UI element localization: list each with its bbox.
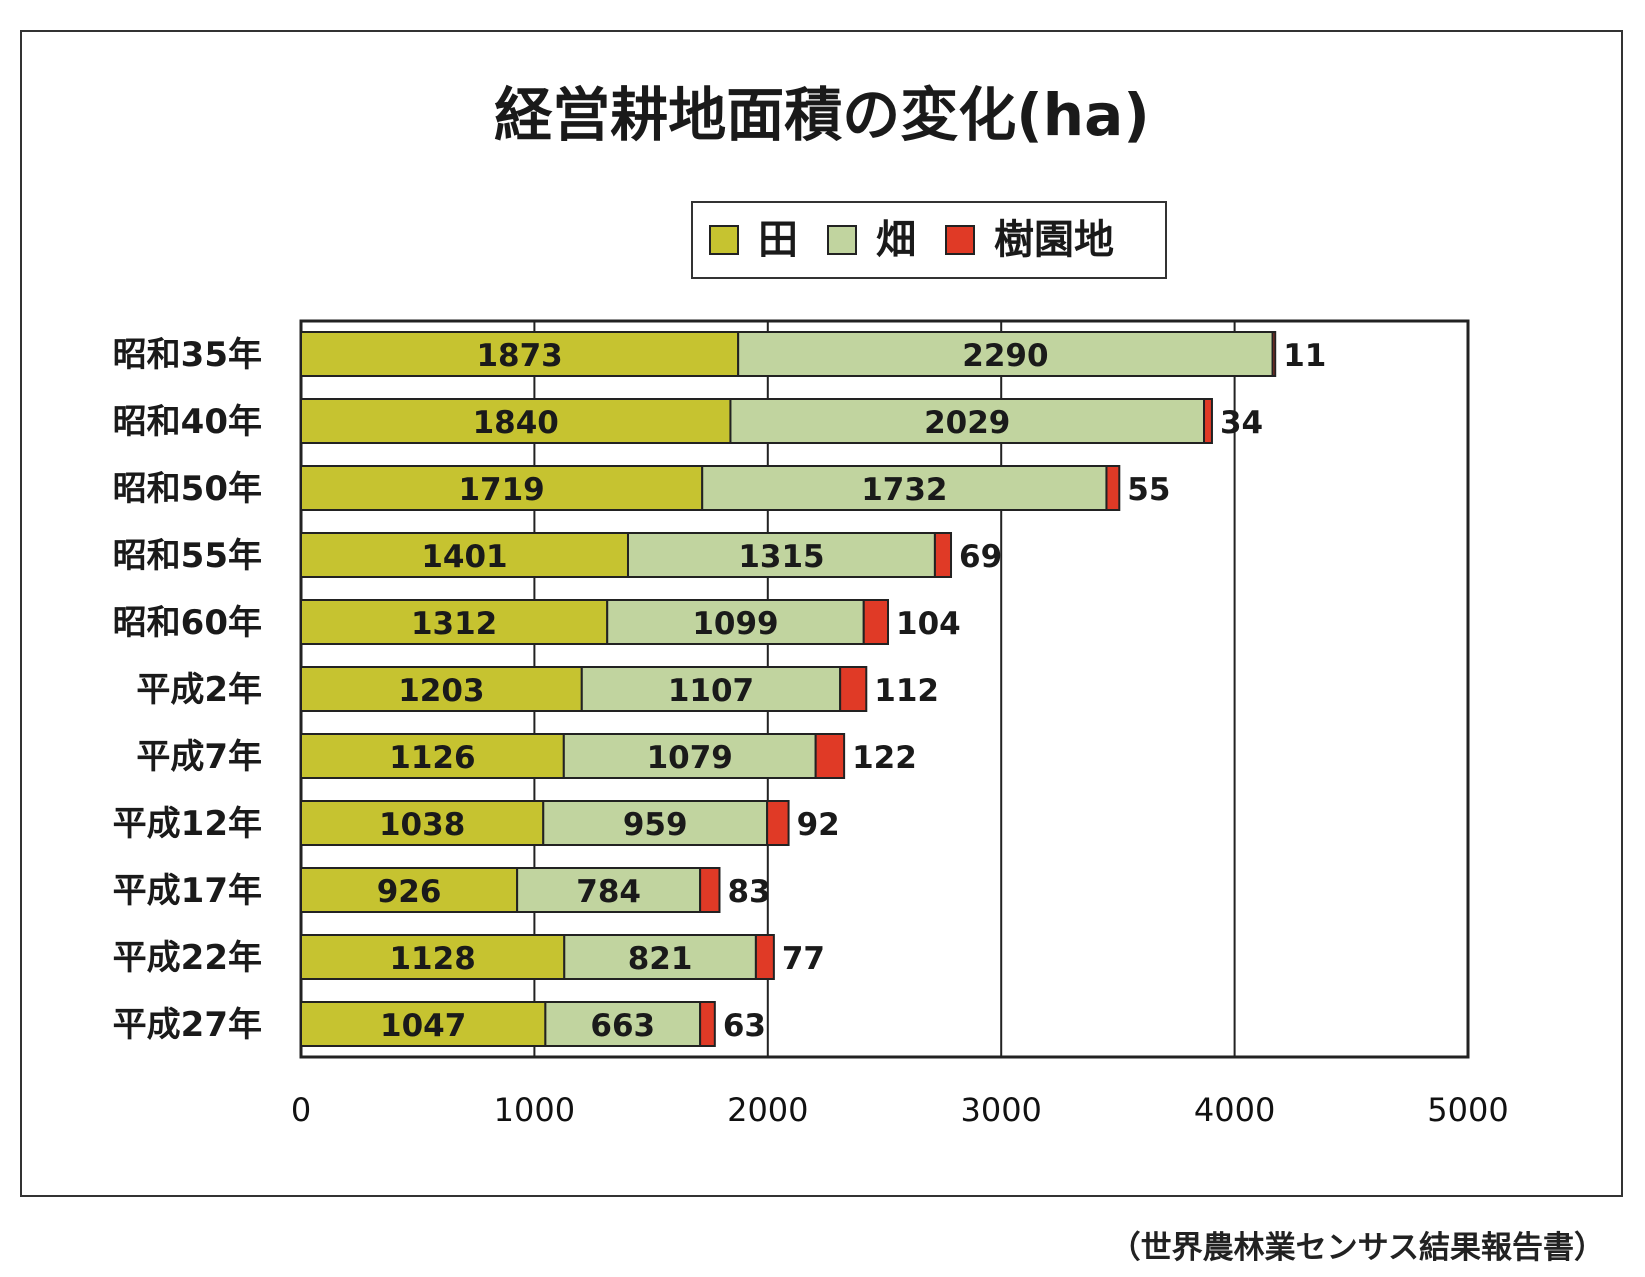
data-label: 1315	[738, 539, 824, 575]
bar-segment-畑	[580, 666, 842, 712]
bar-segment-樹園地	[839, 666, 868, 712]
bar-segment-田	[300, 867, 519, 913]
bar-segment-畑	[542, 800, 769, 846]
data-label: 1099	[692, 606, 778, 642]
legend-label: 畑	[876, 217, 916, 263]
data-label: 63	[723, 1008, 766, 1044]
category-label: 昭和55年	[113, 536, 262, 576]
data-label: 92	[797, 807, 840, 843]
x-tick-label: 5000	[1427, 1091, 1508, 1129]
x-tick-label: 4000	[1194, 1091, 1275, 1129]
category-label: 平成7年	[136, 737, 262, 777]
chart-title: 経営耕地面積の変化(ha)	[494, 81, 1149, 149]
bar-segment-樹園地	[933, 532, 953, 578]
bar-segment-田	[300, 800, 545, 846]
bar-segment-樹園地	[1271, 331, 1277, 377]
data-label: 1038	[379, 807, 465, 843]
bar-segment-田	[300, 733, 565, 779]
bar-segment-樹園地	[766, 800, 790, 846]
source-note: （世界農林業センサス結果報告書）	[1109, 1230, 1605, 1266]
data-label: 663	[590, 1008, 655, 1044]
data-label: 122	[852, 740, 917, 776]
data-label: 1732	[861, 472, 947, 508]
data-label: 55	[1127, 472, 1170, 508]
legend-label: 田	[758, 217, 798, 263]
category-label: 平成2年	[136, 670, 262, 710]
bar-segment-畑	[562, 733, 817, 779]
bar-segment-田	[300, 532, 629, 578]
data-label: 2029	[924, 405, 1010, 441]
x-tick-label: 1000	[494, 1091, 575, 1129]
legend-label: 樹園地	[994, 217, 1114, 263]
bar-segment-樹園地	[699, 1001, 716, 1047]
x-tick-label: 0	[291, 1091, 311, 1129]
data-label: 1047	[380, 1008, 466, 1044]
bar-segment-樹園地	[862, 599, 890, 645]
data-label: 2290	[962, 338, 1048, 374]
bar-segment-樹園地	[754, 934, 775, 980]
category-label: 平成22年	[113, 938, 262, 978]
bar-segment-田	[300, 1001, 547, 1047]
data-label: 1128	[389, 941, 475, 977]
category-label: 昭和35年	[113, 335, 262, 375]
data-label: 69	[959, 539, 1002, 575]
bar-segment-畑	[701, 465, 1108, 511]
data-label: 112	[874, 673, 939, 709]
data-label: 1079	[647, 740, 733, 776]
bar-segment-樹園地	[1203, 398, 1213, 444]
data-label: 11	[1283, 338, 1326, 374]
category-label: 昭和40年	[113, 402, 262, 442]
data-label: 926	[377, 874, 442, 910]
x-tick-label: 2000	[727, 1091, 808, 1129]
data-label: 77	[782, 941, 825, 977]
data-label: 83	[727, 874, 770, 910]
category-label: 平成12年	[113, 804, 262, 844]
plot-area: 1873 2290 11 1840 2029 34 1719 1732 55 1401 1315 69…	[113, 319, 1509, 1129]
x-tick-label: 3000	[960, 1091, 1041, 1129]
category-label: 昭和50年	[113, 469, 262, 509]
bar-segment-畑	[626, 532, 936, 578]
data-label: 1873	[476, 338, 562, 374]
legend-box	[691, 201, 1167, 279]
data-label: 1840	[473, 405, 559, 441]
data-label: 1107	[668, 673, 754, 709]
data-label: 1203	[398, 673, 484, 709]
data-label: 784	[576, 874, 641, 910]
bar-segment-田	[300, 666, 583, 712]
chart-frame	[20, 30, 1623, 1197]
data-label: 1312	[411, 606, 497, 642]
bar-segment-畑	[563, 934, 757, 980]
data-label: 1719	[458, 472, 544, 508]
bar-segment-樹園地	[1105, 465, 1121, 511]
data-label: 821	[628, 941, 693, 977]
legend-swatch	[945, 225, 975, 255]
category-label: 昭和60年	[113, 603, 262, 643]
category-label: 平成27年	[113, 1005, 262, 1045]
legend: 田 畑 樹園地	[691, 201, 1167, 279]
data-label: 34	[1220, 405, 1263, 441]
bar-segment-畑	[606, 599, 865, 645]
data-label: 104	[896, 606, 961, 642]
data-label: 1126	[389, 740, 475, 776]
bar-segment-樹園地	[814, 733, 846, 779]
data-label: 1401	[421, 539, 507, 575]
data-label: 959	[623, 807, 688, 843]
legend-swatch	[709, 225, 739, 255]
bar-segment-畑	[516, 867, 702, 913]
legend-swatch	[827, 225, 857, 255]
category-label: 平成17年	[113, 871, 262, 911]
bar-segment-樹園地	[699, 867, 721, 913]
